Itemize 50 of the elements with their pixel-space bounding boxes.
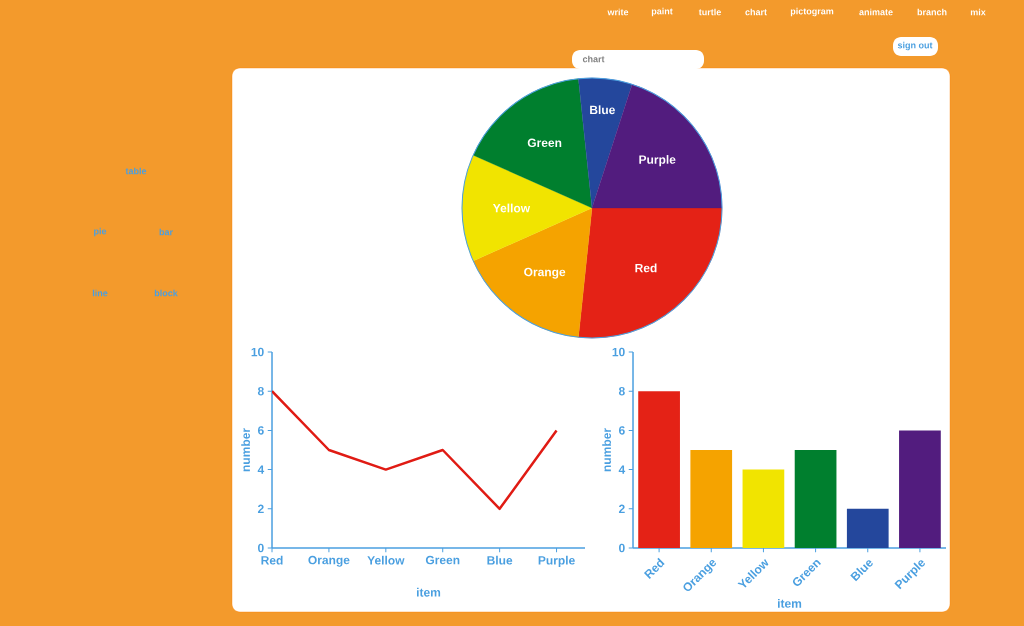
y-axis-title: number: [602, 428, 611, 472]
y-tick-label: 8: [618, 386, 625, 396]
y-tick-label: 0: [619, 543, 625, 553]
x-tick-label: Green: [425, 555, 460, 565]
text: animate: [859, 8, 893, 16]
x-axis-title: item: [778, 598, 802, 608]
bar: [846, 508, 889, 548]
y-tick-label: 8: [257, 386, 264, 396]
text: pictogram: [790, 7, 834, 17]
x-tick-label: Purple: [538, 555, 575, 567]
y-tick-label: 2: [618, 504, 625, 513]
slice-label: Yellow: [492, 203, 531, 213]
y-tick-label: 10: [251, 347, 264, 357]
y-axis-title: number: [241, 428, 250, 472]
slice-label: Purple: [639, 155, 676, 167]
bar: [690, 450, 733, 548]
text: block: [154, 289, 178, 297]
x-tick-label: Orange: [308, 555, 350, 567]
x-tick-label: Yellow: [367, 555, 405, 565]
text: line: [92, 289, 108, 297]
text: branch: [917, 8, 947, 16]
text: turtle: [698, 8, 721, 16]
y-tick-label: 10: [612, 347, 625, 357]
y-tick-label: 4: [257, 465, 265, 474]
y-tick-label: 6: [257, 426, 264, 435]
text: chart: [745, 8, 767, 16]
text: mix: [970, 8, 986, 16]
x-tick-label: Blue: [487, 555, 513, 565]
bar: [899, 430, 941, 548]
text: bar: [159, 228, 173, 236]
text: paint: [651, 7, 673, 17]
slice-label: Green: [527, 138, 562, 148]
y-tick-label: 6: [618, 426, 625, 435]
bar: [742, 469, 785, 548]
bar: [638, 391, 680, 548]
bar: [794, 450, 837, 548]
slice-label: Orange: [524, 267, 566, 279]
y-tick-label: 2: [257, 504, 264, 513]
text: write: [607, 8, 629, 16]
text: pie: [94, 227, 107, 237]
text: sign out: [897, 41, 933, 51]
y-tick-label: 0: [258, 543, 264, 553]
slice-label: Red: [635, 263, 657, 273]
line-series: [272, 389, 558, 511]
text: table: [125, 167, 147, 175]
text: chart: [582, 55, 605, 63]
x-axis-title: item: [417, 587, 441, 597]
y-tick-label: 4: [618, 465, 626, 474]
slice-label: Blue: [590, 105, 615, 115]
x-tick-label: Red: [261, 555, 283, 565]
